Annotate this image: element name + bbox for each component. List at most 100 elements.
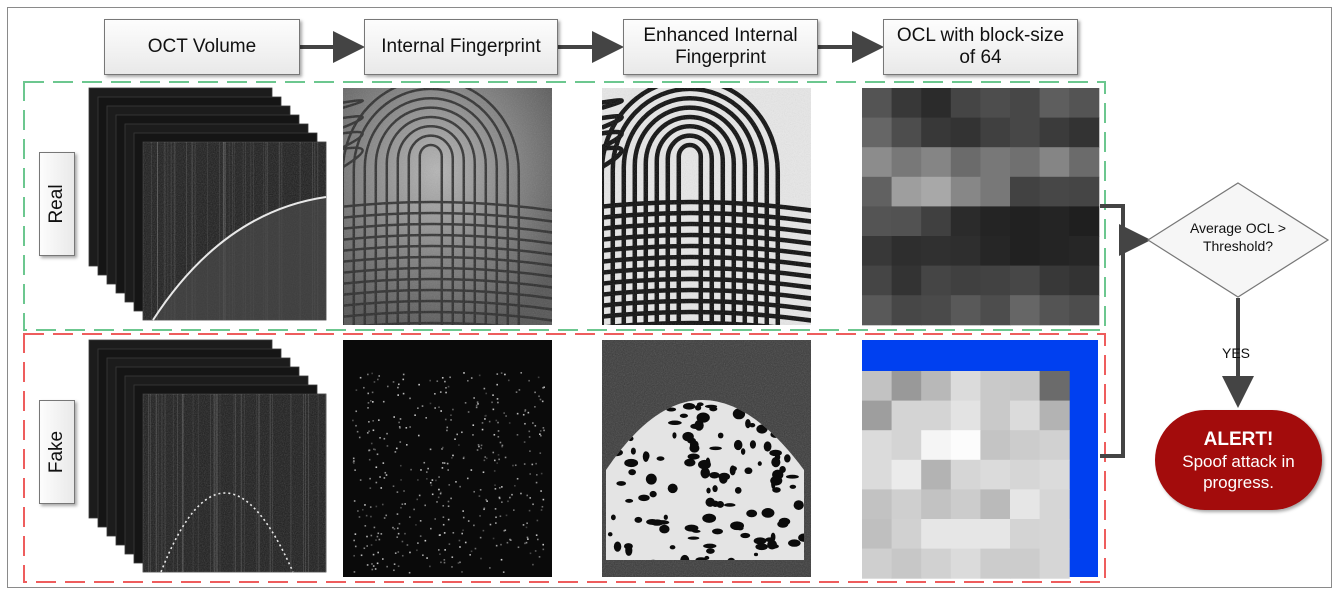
ocl-block-fake <box>921 430 952 461</box>
texture-blob <box>769 449 782 457</box>
speckle <box>482 529 485 532</box>
ocl-block-real <box>891 88 922 119</box>
connector-real-to-merge <box>1100 204 1125 240</box>
speckle <box>459 561 461 564</box>
speckle <box>438 406 440 409</box>
ocl-block-fake <box>1010 519 1041 550</box>
speckle <box>483 387 486 390</box>
speckle <box>382 558 384 560</box>
ocl-block-real <box>950 88 981 119</box>
speckle <box>354 469 356 471</box>
speckle <box>450 419 452 421</box>
speckle <box>503 412 505 414</box>
speckle <box>503 529 506 532</box>
speckle <box>452 454 454 457</box>
speckle <box>438 488 440 491</box>
speckle <box>455 481 457 483</box>
ocl-block-fake <box>980 371 1011 402</box>
speckle <box>473 397 475 399</box>
speckle <box>492 408 495 411</box>
speckle <box>431 479 434 481</box>
speckle <box>397 386 399 389</box>
speckle <box>462 457 465 460</box>
speckle <box>357 510 359 512</box>
texture-blob <box>740 448 746 455</box>
speckle <box>528 430 531 433</box>
speckle <box>380 533 383 535</box>
speckle <box>497 430 500 432</box>
speckle <box>375 505 378 508</box>
speckle <box>474 547 477 550</box>
speckle <box>522 524 525 526</box>
speckle <box>393 569 395 572</box>
speckle <box>441 448 443 450</box>
speckle <box>441 376 444 379</box>
ocl-block-real <box>1039 265 1070 296</box>
enhanced-fingerprint-real-image <box>602 88 811 325</box>
speckle <box>396 513 399 515</box>
ocl-block-real <box>891 295 922 326</box>
texture-blob <box>784 454 791 463</box>
speckle <box>431 493 434 496</box>
speckle <box>401 503 404 506</box>
speckle <box>537 376 540 379</box>
speckle <box>451 566 453 568</box>
speckle <box>478 495 481 497</box>
texture-blob <box>718 472 731 481</box>
texture-blob <box>668 420 682 426</box>
speckle <box>515 391 518 393</box>
speckle <box>386 445 389 447</box>
ocl-block-fake <box>980 489 1011 520</box>
speckle <box>364 504 366 506</box>
ocl-block-fake <box>1010 430 1041 461</box>
speckle <box>353 539 355 542</box>
speckle <box>434 407 436 409</box>
speckle <box>374 448 376 451</box>
speckle <box>472 424 475 426</box>
texture-blob <box>607 532 613 537</box>
speckle <box>451 457 453 459</box>
speckle <box>352 457 355 460</box>
speckle <box>513 509 515 511</box>
alert-message: Spoof attack in progress. <box>1182 451 1295 492</box>
speckle <box>446 462 449 465</box>
speckle <box>478 445 480 448</box>
ocl-block-fake <box>950 519 981 550</box>
texture-blob <box>788 539 801 547</box>
speckle <box>399 441 402 443</box>
speckle <box>467 520 470 522</box>
speckle <box>458 539 461 542</box>
speckle <box>425 417 428 419</box>
ocl-block-real <box>1010 236 1041 267</box>
speckle <box>396 491 399 493</box>
speckle <box>425 471 428 473</box>
ocl-block-real <box>891 147 922 178</box>
ocl-block-real <box>862 236 893 267</box>
speckle <box>435 479 437 482</box>
speckle <box>461 532 463 535</box>
speckle <box>459 485 461 488</box>
ocl-block-fake <box>921 548 952 579</box>
ocl-block-real <box>921 265 952 296</box>
ocl-block-real <box>980 117 1011 148</box>
speckle <box>543 386 545 389</box>
speckle <box>447 518 450 521</box>
speckle <box>494 508 497 510</box>
speckle <box>518 389 521 391</box>
speckle <box>418 494 421 497</box>
spoof-alert: ALERT! Spoof attack in progress. <box>1155 410 1322 510</box>
speckle <box>477 444 480 446</box>
speckle <box>475 406 478 409</box>
speckle <box>446 429 448 432</box>
speckle <box>496 398 499 400</box>
speckle <box>434 392 436 395</box>
speckle <box>444 380 446 383</box>
ocl-block-real <box>980 147 1011 178</box>
speckle <box>363 386 365 389</box>
speckle <box>402 373 405 376</box>
ocl-block-fake <box>980 519 1011 550</box>
texture-blob <box>694 404 702 411</box>
speckle <box>381 503 384 506</box>
ocl-block-fake <box>862 489 893 520</box>
texture-blob <box>770 475 783 486</box>
